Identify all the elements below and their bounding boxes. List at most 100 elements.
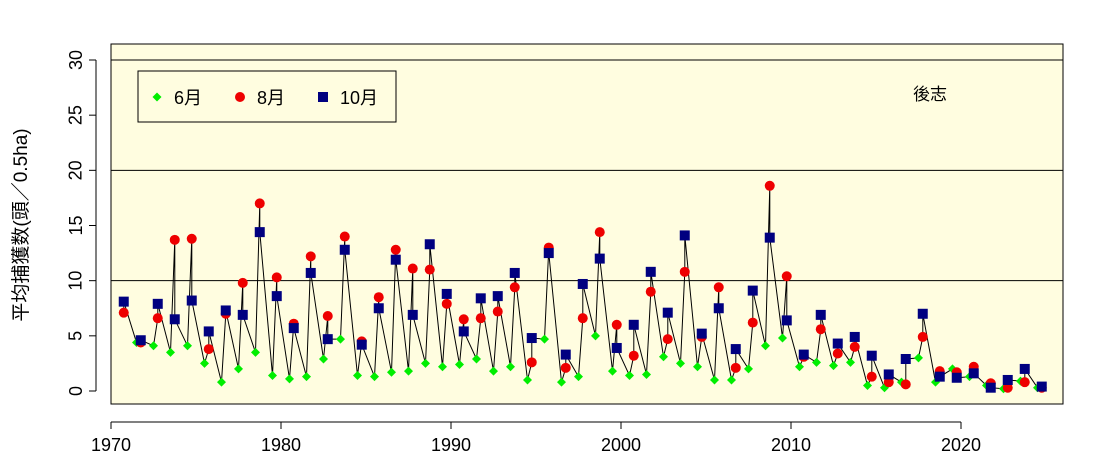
- point-square-52: [1002, 374, 1013, 385]
- point-diamond-40: [812, 357, 821, 367]
- point-square-54: [1036, 381, 1047, 392]
- point-diamond-26: [574, 372, 583, 382]
- point-circle-26: [560, 362, 571, 373]
- point-circle-11: [305, 251, 316, 262]
- point-circle-43: [849, 341, 860, 352]
- point-circle-20: [458, 314, 469, 325]
- x-tick-label: 2010: [771, 435, 811, 455]
- point-square-8: [254, 227, 265, 238]
- point-square-44: [866, 350, 877, 361]
- point-circle-17: [407, 263, 418, 274]
- point-diamond-16: [404, 366, 413, 376]
- point-circle-47: [917, 331, 928, 342]
- point-diamond-14: [370, 372, 379, 382]
- y-tick-label: 5: [66, 331, 86, 341]
- point-circle-29: [611, 319, 622, 330]
- point-circle-4: [186, 233, 197, 244]
- point-circle-31: [645, 286, 656, 297]
- point-diamond-36: [744, 364, 753, 374]
- x-tick-label: 1990: [431, 435, 471, 455]
- point-circle-21: [475, 313, 486, 324]
- point-square-1: [135, 335, 146, 346]
- point-circle-8: [254, 198, 265, 209]
- point-diamond-6: [234, 364, 243, 374]
- y-tick-label: 20: [66, 160, 86, 180]
- point-diamond-15: [387, 367, 396, 377]
- point-circle-9: [271, 272, 282, 283]
- point-square-32: [662, 307, 673, 318]
- point-square-30: [628, 319, 639, 330]
- point-diamond-13: [353, 371, 362, 381]
- point-circle-46: [900, 379, 911, 390]
- point-circle-24: [526, 357, 537, 368]
- point-square-42: [832, 338, 843, 349]
- point-circle-52: [1002, 382, 1013, 393]
- point-circle-41: [815, 324, 826, 335]
- point-square-10: [288, 323, 299, 334]
- point-square-4: [186, 295, 197, 306]
- point-circle-13: [339, 231, 350, 242]
- point-circle-53: [1019, 377, 1030, 388]
- point-square-40: [798, 349, 809, 360]
- point-square-7: [237, 309, 248, 320]
- legend-box: [137, 70, 397, 123]
- point-diamond-12: [336, 334, 345, 344]
- point-square-28: [594, 253, 605, 264]
- point-square-18: [424, 239, 435, 250]
- point-diamond-30: [642, 369, 651, 379]
- point-diamond-42: [846, 357, 855, 367]
- point-circle-27: [577, 313, 588, 324]
- point-circle-5: [203, 344, 214, 355]
- point-square-39: [781, 315, 792, 326]
- point-square-29: [611, 342, 622, 353]
- point-circle-45: [883, 377, 894, 388]
- point-square-49: [951, 372, 962, 383]
- point-diamond-19: [455, 360, 464, 370]
- point-square-5: [203, 326, 214, 337]
- point-diamond-18: [438, 362, 447, 372]
- legend-marker-circle: [235, 92, 245, 102]
- point-circle-36: [730, 362, 741, 373]
- point-square-25: [543, 248, 554, 259]
- y-axis-label: 平均捕獲数(頭／0.5ha): [10, 128, 32, 321]
- legend-marker-diamond: [152, 92, 162, 102]
- point-diamond-20: [472, 354, 481, 364]
- point-circle-39: [781, 271, 792, 282]
- point-diamond-17: [421, 358, 430, 368]
- point-diamond-32: [676, 358, 685, 368]
- point-square-3: [169, 314, 180, 325]
- legend-label: 8月: [257, 88, 285, 108]
- point-circle-38: [764, 180, 775, 191]
- point-circle-3: [169, 234, 180, 245]
- point-circle-37: [747, 317, 758, 328]
- point-diamond-43: [863, 380, 872, 390]
- point-diamond-38: [778, 333, 787, 343]
- point-square-16: [390, 254, 401, 265]
- point-diamond-37: [761, 341, 770, 351]
- x-tick-label: 2000: [601, 435, 641, 455]
- point-diamond-1: [149, 341, 158, 351]
- point-diamond-10: [302, 372, 311, 382]
- point-diamond-25: [557, 377, 566, 387]
- x-tick-label: 2020: [941, 435, 981, 455]
- point-diamond-29: [625, 371, 634, 381]
- point-square-43: [849, 331, 860, 342]
- point-square-53: [1019, 363, 1030, 374]
- point-diamond-22: [506, 362, 515, 372]
- point-diamond-24: [540, 334, 549, 344]
- point-circle-42: [832, 348, 843, 359]
- point-diamond-7: [251, 347, 260, 357]
- y-tick-label: 15: [66, 215, 86, 235]
- point-circle-44: [866, 371, 877, 382]
- point-square-13: [339, 244, 350, 255]
- y-tick-label: 30: [66, 50, 86, 70]
- point-square-33: [679, 230, 690, 241]
- point-square-2: [152, 298, 163, 309]
- point-diamond-41: [829, 361, 838, 371]
- point-square-48: [934, 371, 945, 382]
- point-square-34: [696, 328, 707, 339]
- point-diamond-33: [693, 362, 702, 372]
- y-tick-label: 0: [66, 386, 86, 396]
